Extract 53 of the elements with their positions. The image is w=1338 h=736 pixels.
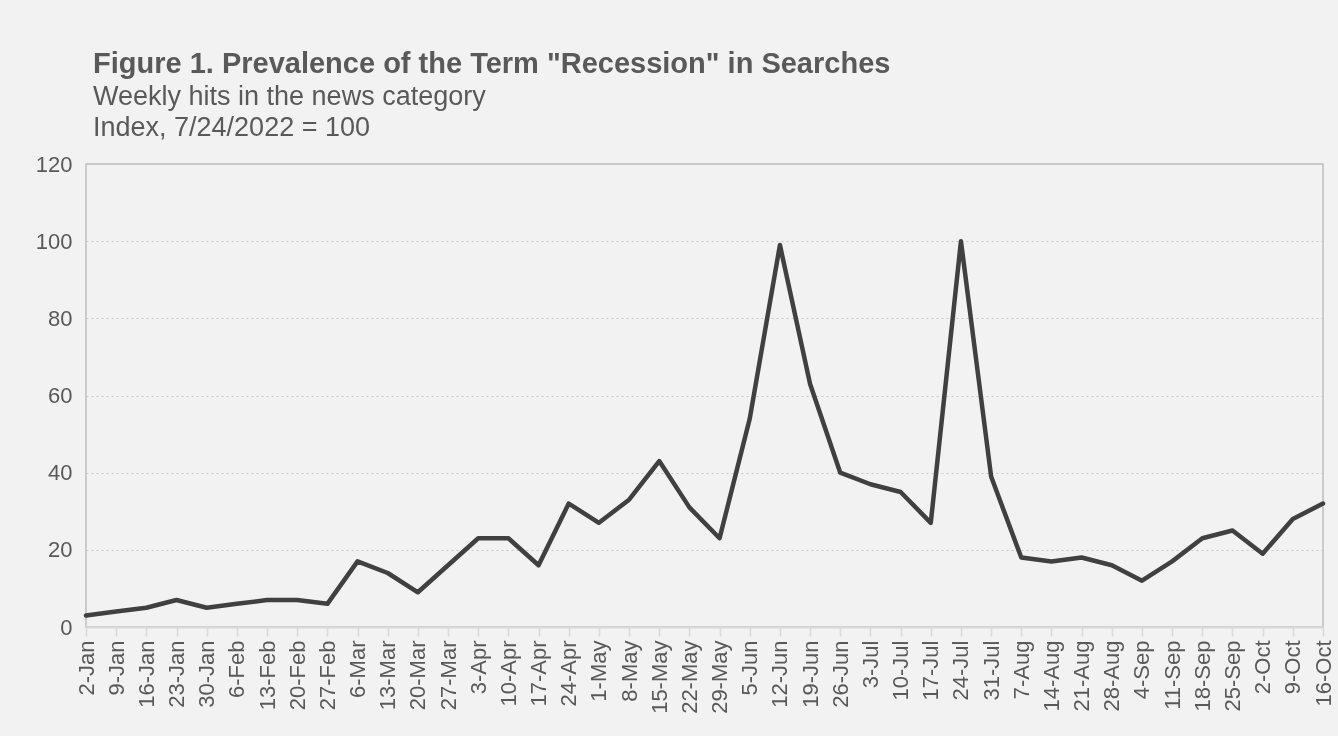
x-tick-label: 6-Feb bbox=[224, 640, 250, 698]
x-tick-label: 13-Feb bbox=[254, 640, 280, 711]
x-tick-label: 20-Feb bbox=[284, 640, 310, 711]
x-tick-label: 30-Jan bbox=[194, 640, 220, 708]
x-tick-label: 9-Oct bbox=[1280, 640, 1306, 695]
x-tick-label: 23-Jan bbox=[164, 640, 190, 708]
x-tick-label: 10-Apr bbox=[495, 640, 521, 707]
x-tick-label: 22-May bbox=[676, 640, 702, 714]
y-tick-label: 60 bbox=[48, 383, 73, 408]
x-tick-label: 27-Feb bbox=[314, 640, 340, 711]
chart-title: Figure 1. Prevalence of the Term "Recession" in Searches bbox=[93, 47, 891, 79]
x-tick-label: 16-Jan bbox=[133, 640, 159, 708]
x-tick-label: 17-Jul bbox=[918, 640, 944, 701]
x-tick-label: 15-May bbox=[646, 640, 672, 714]
x-tick-label: 26-Jun bbox=[827, 640, 853, 708]
x-tick-label: 16-Oct bbox=[1310, 640, 1336, 707]
y-tick-label: 20 bbox=[48, 537, 73, 563]
x-tick-label: 13-Mar bbox=[375, 640, 401, 711]
x-tick-label: 29-May bbox=[707, 640, 733, 714]
x-tick-label: 2-Oct bbox=[1250, 640, 1276, 695]
x-tick-label: 24-Apr bbox=[556, 640, 582, 707]
x-tick-label: 7-Aug bbox=[1008, 640, 1034, 700]
x-tick-label: 4-Sep bbox=[1129, 640, 1155, 700]
x-tick-label: 5-Jun bbox=[737, 640, 763, 696]
x-tick-label: 14-Aug bbox=[1038, 640, 1064, 712]
x-tick-label: 17-Apr bbox=[526, 640, 552, 707]
y-tick-label: 120 bbox=[35, 151, 73, 177]
chart-subtitle: Weekly hits in the news category bbox=[93, 81, 487, 111]
x-tick-label: 8-May bbox=[616, 640, 642, 702]
x-tick-label: 11-Sep bbox=[1159, 640, 1185, 710]
y-axis-title: Index, 7/24/2022 = 100 bbox=[93, 112, 370, 142]
x-tick-label: 21-Aug bbox=[1069, 640, 1095, 712]
x-tick-label: 9-Jan bbox=[103, 640, 129, 696]
y-tick-label: 100 bbox=[35, 228, 73, 254]
x-tick-label: 24-Jul bbox=[948, 640, 974, 701]
y-tick-label: 0 bbox=[60, 614, 73, 640]
y-tick-label: 80 bbox=[48, 305, 73, 331]
x-tick-label: 19-Jun bbox=[797, 640, 823, 708]
x-tick-label: 3-Apr bbox=[465, 640, 491, 695]
x-tick-label: 3-Jul bbox=[857, 640, 883, 689]
x-tick-label: 27-Mar bbox=[435, 640, 461, 711]
x-tick-label: 10-Jul bbox=[888, 640, 914, 701]
line-series bbox=[83, 238, 1326, 618]
x-tick-label: 2-Jan bbox=[73, 640, 99, 696]
x-tick-label: 20-Mar bbox=[405, 640, 431, 711]
x-tick-label: 18-Sep bbox=[1189, 640, 1215, 712]
x-tick-label: 6-Mar bbox=[345, 640, 371, 698]
x-tick-label: 12-Jun bbox=[767, 640, 793, 708]
y-tick-label: 40 bbox=[48, 460, 73, 486]
x-tick-label: 28-Aug bbox=[1099, 640, 1125, 712]
x-tick-label: 25-Sep bbox=[1219, 640, 1245, 712]
x-tick-label: 1-May bbox=[586, 640, 612, 702]
x-tick-label: 31-Jul bbox=[978, 640, 1004, 701]
